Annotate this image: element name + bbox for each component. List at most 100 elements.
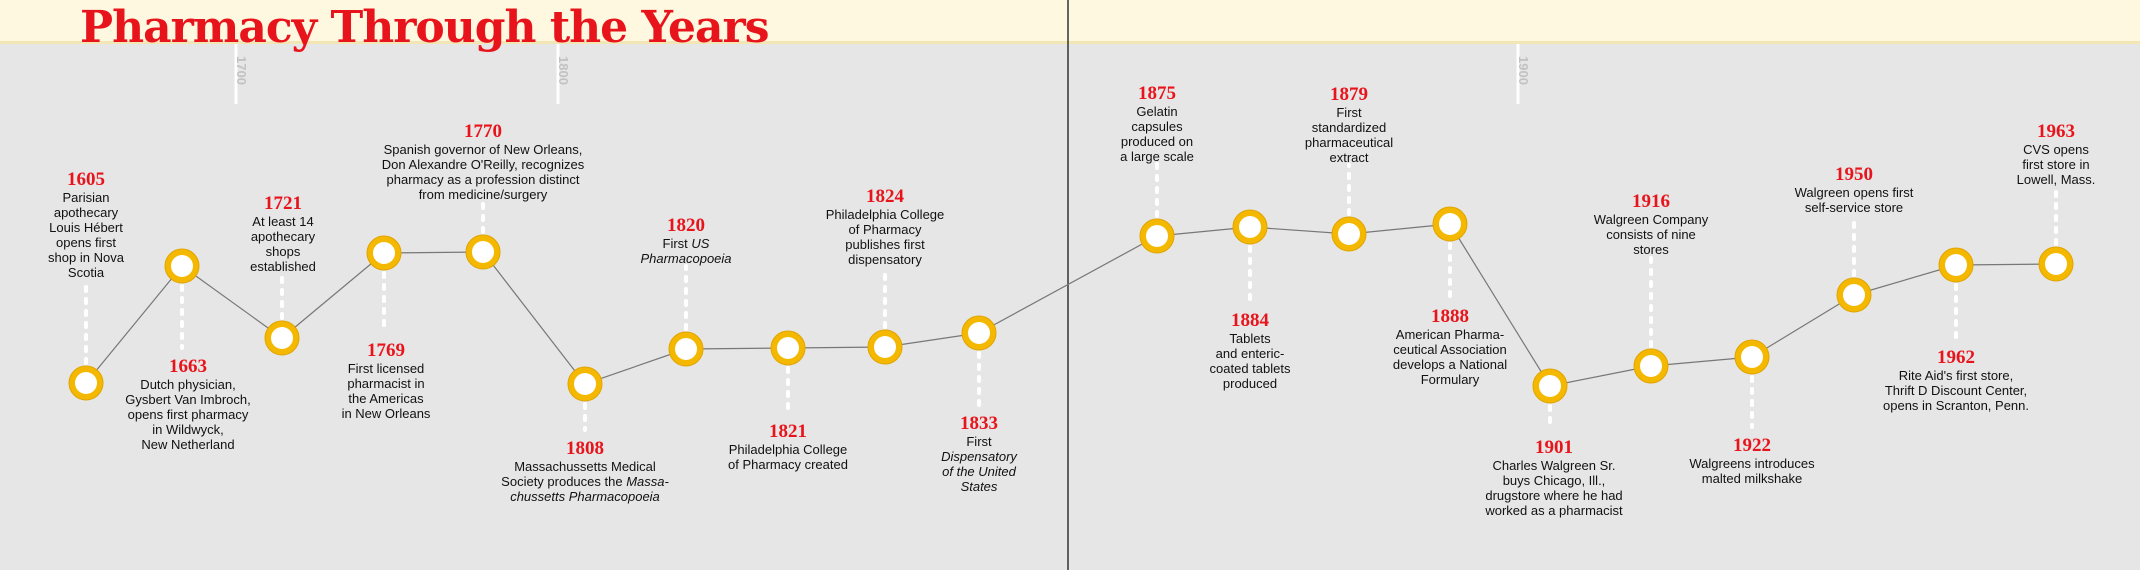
event-text: Tablets [1229,331,1271,346]
event-text: American Pharma- [1395,327,1505,342]
event-text-line: First licensed [342,361,431,376]
event-text: Louis Hébert [49,220,123,235]
century-label: 1700 [234,56,249,85]
event-text-line: from medicine/surgery [382,187,584,202]
event-marker-1884 [1232,209,1268,245]
event-text-line: American Pharma- [1393,327,1507,342]
event-text-line: Thrift D Discount Center, [1883,383,2029,398]
event-text: pharmaceutical [1304,135,1394,150]
event-marker-1833 [961,315,997,351]
event-text: shop in Nova [48,250,124,265]
event-text-line: develops a National [1393,357,1507,372]
event-text: Scotia [67,265,105,280]
event-text-line: Louis Hébert [48,220,124,235]
marker-center [1945,254,1967,276]
event-text: Massachussetts Medical [514,459,656,474]
marker-center [1640,355,1662,377]
event-label-1808: 1808 Massachussetts Medical Society produc… [501,438,669,504]
event-text: First licensed [347,361,425,376]
page-title: Pharmacy Through the Years [80,2,770,53]
event-text: dispensatory [848,252,922,267]
event-text: apothecary [250,229,316,244]
event-year: 1916 [1632,191,1670,212]
event-text-line: Formulary [1393,372,1507,387]
event-text-italic: Massa- [626,474,669,489]
event-text: Walgreen Company [1593,212,1709,227]
marker-center [1338,223,1360,245]
event-marker-1962 [1938,247,1974,283]
event-text: opens first [56,235,116,250]
event-text: First [662,236,692,251]
event-text: from medicine/surgery [418,187,548,202]
event-label-1922: 1922 Walgreens introduces malted milkshake [1689,435,1814,486]
event-text-line: Don Alexandre O'Reilly, recognizes [382,157,584,172]
event-marker-1950 [1836,277,1872,313]
event-year: 1950 [1835,164,1873,185]
event-label-1879: 1879 First standardized pharmaceutical extra… [1305,84,1393,165]
event-text: Formulary [1420,372,1480,387]
marker-center [574,373,596,395]
event-year: 1821 [768,421,807,442]
timeline-connector [85,265,183,384]
event-label-1962: 1962 Rite Aid's first store, Thrift D Disc… [1883,347,2029,413]
event-year: 1820 [667,215,705,236]
marker-center [1741,346,1763,368]
marker-center [2045,253,2067,275]
event-text: Philadelphia College [825,207,945,222]
event-text-line: First [1305,105,1393,120]
event-marker-1820 [668,331,704,367]
event-text-line: of the United [941,464,1017,479]
event-text-line: Lowell, Mass. [2017,172,2096,187]
event-year: 1808 [566,438,604,459]
event-text-line: pharmaceutical [1305,135,1393,150]
event-text-line: Philadelphia College [826,207,945,222]
event-text: consists of nine [1606,227,1696,242]
event-label-1821: 1821 Philadelphia College of Pharmacy crea… [728,421,848,472]
marker-center [1146,225,1168,247]
event-text: worked as a pharmacist [1485,503,1623,518]
event-text-line: coated tablets [1210,361,1291,376]
event-text: First [966,434,992,449]
event-year: 1770 [464,121,502,142]
event-year: 1879 [1330,84,1368,105]
event-text-line: Rite Aid's first store, [1883,368,2029,383]
timeline-connector [482,251,586,385]
event-text: Gysbert Van Imbroch, [125,392,251,407]
event-text-line: Charles Walgreen Sr. [1485,458,1622,473]
event-text: produced [1222,376,1278,391]
event-text: Parisian [62,190,110,205]
event-marker-1605 [68,365,104,401]
event-text: Don Alexandre O'Reilly, recognizes [381,157,585,172]
event-text-line: First US [640,236,731,251]
event-text-line: Massachussetts Medical [501,459,669,474]
marker-center [968,322,990,344]
event-marker-1888 [1432,206,1468,242]
event-text-italic: of the United [942,464,1016,479]
event-text: shops [265,244,301,259]
marker-center [75,372,97,394]
event-text-line: At least 14 [250,214,316,229]
event-text-line: self-service store [1795,200,1914,215]
event-text-line: in Wildwyck, [125,422,250,437]
event-text: and enteric- [1215,346,1285,361]
timeline-connector [181,265,283,339]
event-text: ceutical Association [1393,342,1507,357]
event-text: Thrift D Discount Center, [1884,383,2028,398]
marker-center [1539,375,1561,397]
event-text-italic: chussetts Pharmacopoeia [510,489,660,504]
event-text-line: dispensatory [826,252,945,267]
event-label-1833: 1833 First Dispensatory of the United States [941,413,1017,494]
event-text-line: apothecary [250,229,316,244]
event-text: pharmacist in [347,376,425,391]
event-label-1663: 1663 Dutch physician, Gysbert Van Imbroch,… [125,356,250,452]
event-text: drugstore where he had [1485,488,1623,503]
event-text: CVS opens [2023,142,2089,157]
event-text-line: first store in [2017,157,2096,172]
century-label: 1800 [556,56,571,85]
event-text: coated tablets [1209,361,1291,376]
event-text: Walgreen opens first [1794,185,1914,200]
event-text-line: Walgreen opens first [1795,185,1914,200]
event-marker-1963 [2038,246,2074,282]
